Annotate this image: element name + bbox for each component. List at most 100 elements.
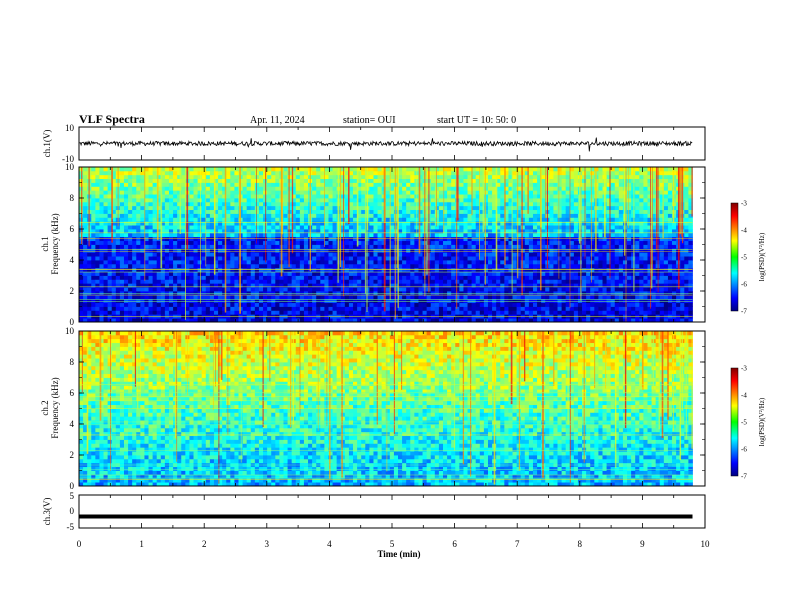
spectrogram-cell xyxy=(320,201,325,207)
spectrogram-cell xyxy=(258,178,264,183)
spectrogram-cell xyxy=(398,252,403,257)
spectrogram-cell xyxy=(316,279,321,284)
spectrogram-cell xyxy=(303,306,309,311)
spectrogram-cell xyxy=(508,236,513,242)
spectrogram-cell xyxy=(213,244,219,249)
spectrogram-cell xyxy=(487,201,493,207)
spectrogram-cell xyxy=(447,225,452,230)
spectrogram-cell xyxy=(545,306,550,311)
spectrogram-cell xyxy=(173,252,178,257)
spectrogram-cell xyxy=(447,217,452,222)
spectrogram-cell xyxy=(332,318,338,323)
spectrogram-cell xyxy=(393,275,399,280)
spectrogram-cell xyxy=(185,302,190,307)
spectrogram-cell xyxy=(275,287,280,292)
spectrogram-cell xyxy=(177,167,182,172)
spectrogram-cell xyxy=(430,287,436,292)
spectrogram-cell xyxy=(91,252,96,257)
spectrogram-cell xyxy=(471,209,477,214)
spectrogram-cell xyxy=(332,170,338,176)
spectrogram-cell xyxy=(177,186,182,191)
spectrogram-cell xyxy=(443,283,448,288)
spectrogram-cell xyxy=(504,294,509,300)
spectrogram-cell xyxy=(234,314,239,319)
spectrogram-cell xyxy=(348,209,354,214)
spectrogram-cell xyxy=(532,190,538,195)
spectrogram-cell xyxy=(569,190,575,195)
spectrogram-cell xyxy=(119,221,125,226)
spectrogram-cell xyxy=(520,310,526,315)
spectrogram-cell xyxy=(119,244,125,249)
spectrogram-cell xyxy=(103,298,109,304)
spectrogram-cell xyxy=(226,178,231,183)
spectrogram-cell xyxy=(271,225,276,230)
spectrogram-cell xyxy=(250,256,256,261)
spectrogram-cell xyxy=(205,167,211,172)
spectrogram-cell xyxy=(201,287,207,292)
spectrogram-cell xyxy=(148,318,154,323)
spectrogram-cell xyxy=(549,194,554,199)
spectrogram-cell xyxy=(295,213,301,218)
spectrogram-cell xyxy=(254,198,260,203)
spectrogram-cell xyxy=(213,205,219,211)
spectrogram-cell xyxy=(549,302,554,307)
spectrogram-cell xyxy=(123,306,129,311)
spectrogram-cell xyxy=(557,209,562,214)
spectrogram-cell xyxy=(123,201,129,207)
spectrogram-cell xyxy=(83,205,88,211)
spectrogram-cell xyxy=(504,232,509,238)
spectrogram-cell xyxy=(344,314,350,319)
spectrogram-cell xyxy=(295,229,301,234)
spectrogram-cell xyxy=(156,236,162,242)
spectrogram-cell xyxy=(189,186,194,191)
spectrogram-cell xyxy=(434,209,440,214)
spectrogram-cell xyxy=(226,167,231,172)
spectrogram-cell xyxy=(443,186,448,191)
spectrogram-cell xyxy=(213,167,219,172)
spectrogram-cell xyxy=(234,298,239,304)
spectrogram-cell xyxy=(565,201,571,207)
spectrogram-cell xyxy=(246,221,252,226)
spectrogram-cell xyxy=(79,256,84,261)
spectrogram-cell xyxy=(385,302,391,307)
spectrogram-cell xyxy=(242,240,248,245)
spectrogram-cell xyxy=(99,256,104,261)
spectrogram-cell xyxy=(136,306,141,311)
spectrogram-cell xyxy=(357,217,362,222)
spectrogram-cell xyxy=(218,217,223,222)
spectrogram-cell xyxy=(582,271,587,276)
spectrogram-cell xyxy=(467,221,473,226)
spectrogram-cell xyxy=(332,229,338,234)
spectrogram-cell xyxy=(328,318,333,323)
spectrogram-cell xyxy=(123,294,129,300)
spectrogram-cell xyxy=(79,263,84,269)
spectrogram-cell xyxy=(156,271,162,276)
spectrogram-cell xyxy=(410,302,415,307)
spectrogram-cell xyxy=(385,256,391,261)
spectrogram-cell xyxy=(369,217,374,222)
spectrogram-cell xyxy=(156,291,162,296)
spectrogram-cell xyxy=(373,302,378,307)
spectrogram-cell xyxy=(537,279,542,284)
spectrogram-cell xyxy=(402,291,407,296)
spectrogram-cell xyxy=(496,225,501,230)
spectrogram-cell xyxy=(463,302,468,307)
spectrogram-cell xyxy=(532,229,538,234)
spectrogram-cell xyxy=(332,244,338,249)
spectrogram-cell xyxy=(463,283,468,288)
spectrogram-cell xyxy=(483,186,489,191)
spectrogram-cell xyxy=(537,252,542,257)
spectrogram-cell xyxy=(197,221,203,226)
spectrogram-cell xyxy=(512,186,518,191)
spectrogram-cell xyxy=(283,279,288,284)
spectrogram-cell xyxy=(541,178,546,183)
spectrogram-cell xyxy=(451,291,456,296)
spectrogram-cell xyxy=(291,306,297,311)
spectrogram-cell xyxy=(565,178,571,183)
spectrogram-cell xyxy=(520,248,526,253)
spectrogram-cell xyxy=(91,217,96,222)
spectrogram-cell xyxy=(83,170,88,176)
spectrogram-cell xyxy=(201,217,207,222)
spectrogram-cell xyxy=(156,240,162,245)
spectrogram-cell xyxy=(545,291,550,296)
